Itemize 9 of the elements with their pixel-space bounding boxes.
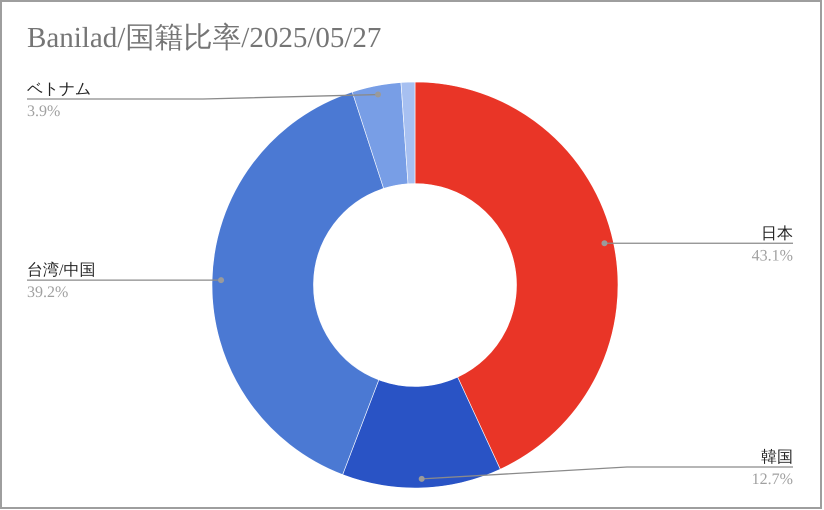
slice-label: 韓国	[761, 448, 793, 466]
data-label: 39.2%	[27, 284, 68, 302]
slice-label: 日本	[761, 224, 793, 242]
data-label: 43.1%	[752, 247, 793, 264]
slice-label: ベトナム	[27, 81, 91, 98]
slice-label: 台湾/中国	[27, 261, 96, 280]
data-label: 12.7%	[752, 471, 793, 488]
data-label: 3.9%	[27, 103, 60, 120]
chart-title: Banilad/国籍比率/2025/05/27	[27, 21, 382, 56]
